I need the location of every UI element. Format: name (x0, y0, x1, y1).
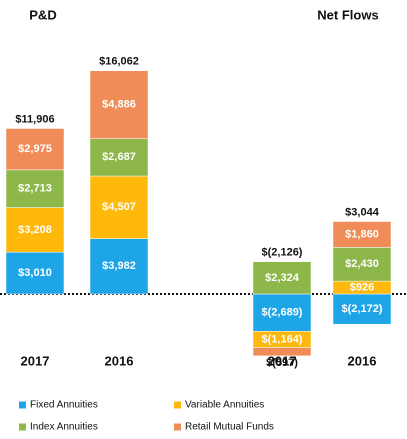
chart-title: P&D (29, 7, 56, 22)
bar-segment (252, 347, 312, 357)
bar-segment (332, 221, 392, 248)
bar-segment (89, 138, 149, 177)
value-label: $4,886 (102, 99, 136, 111)
value-label: $(1,164) (262, 333, 303, 345)
value-label: $3,208 (18, 224, 52, 236)
value-label: $2,430 (345, 258, 379, 270)
legend-swatch (19, 401, 26, 409)
total-label: $16,062 (99, 56, 139, 68)
x-tick-label: 2017 (21, 353, 50, 368)
value-label: $926 (350, 281, 374, 293)
value-label: $(2,172) (342, 303, 383, 315)
legend-swatch (174, 401, 181, 409)
value-label: $2,975 (18, 143, 52, 155)
legend-swatch (174, 423, 181, 431)
value-label: $1,860 (345, 228, 379, 240)
bar-segment (252, 293, 312, 332)
bar-segment (5, 207, 65, 253)
x-tick-label: 2016 (348, 353, 377, 368)
legend-label: Retail Mutual Funds (185, 422, 274, 433)
value-label: $(597) (266, 357, 298, 369)
total-label: $(2,126) (262, 247, 303, 259)
legend-swatch (19, 423, 26, 431)
value-label: $3,010 (18, 267, 52, 279)
total-label: $11,906 (15, 113, 54, 125)
value-label: $2,713 (18, 183, 52, 195)
x-tick-label: 2016 (105, 353, 134, 368)
value-label: $2,324 (265, 272, 300, 284)
value-label: $4,507 (102, 201, 136, 213)
bar-segment (5, 251, 65, 295)
value-label: $3,982 (102, 260, 136, 272)
value-label: $2,687 (102, 151, 136, 163)
x-tick-label: 2017 (268, 353, 297, 368)
legend-label: Fixed Annuities (30, 400, 98, 411)
value-label: $(2,689) (262, 307, 303, 319)
bar-segment (89, 175, 149, 239)
legend-label: Variable Annuities (185, 400, 264, 411)
bar-segment (89, 70, 149, 139)
bar-segment (332, 247, 392, 282)
bar-segment (332, 293, 392, 325)
bar-segment (5, 128, 65, 171)
total-label: $3,044 (345, 206, 380, 218)
chart-title: Net Flows (317, 7, 378, 22)
legend-label: Index Annuities (30, 422, 98, 433)
bar-segment (252, 261, 312, 295)
bar-segment (89, 238, 149, 295)
